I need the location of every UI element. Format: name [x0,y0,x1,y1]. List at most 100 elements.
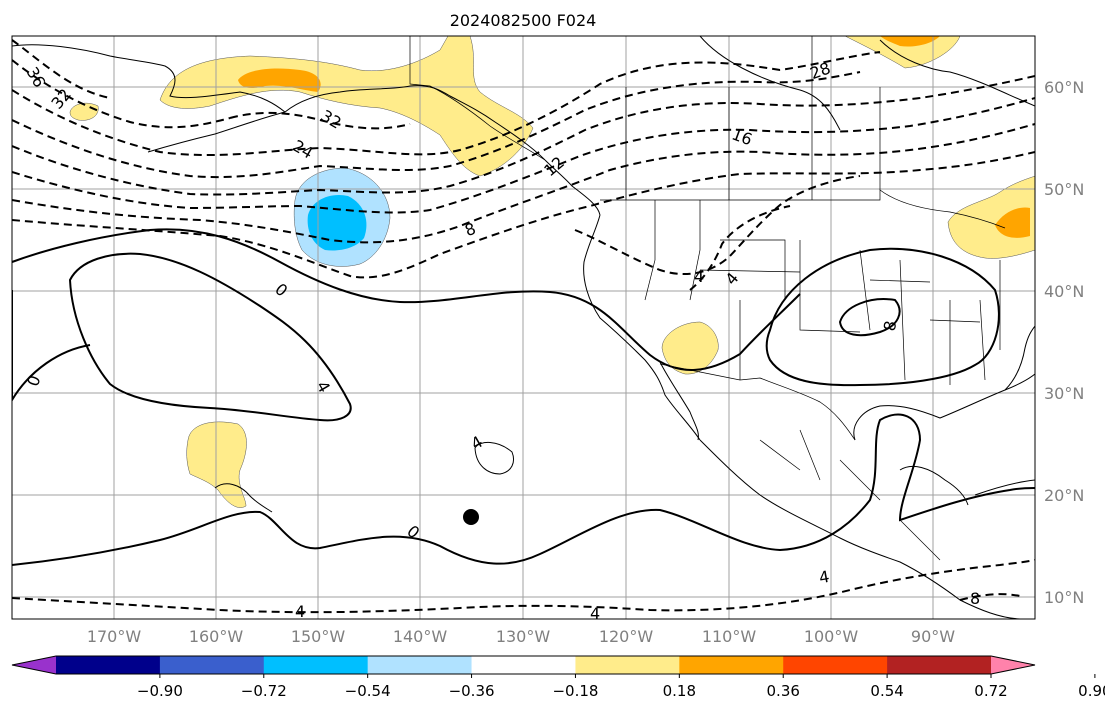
coastline-gulf [853,373,1035,441]
colorbar-segment [471,656,576,674]
contours-dashed [12,39,1035,614]
colorbar-outline [11,655,1036,675]
map-frame [11,35,1036,620]
fill-hawaii-north [186,421,247,508]
colorbar-tick-label: 0.90 [1078,682,1105,700]
colorbar-extend-low [12,656,56,674]
contour-label-8c: 8 [970,589,980,608]
colorbar-segment [263,656,369,674]
contour-20 [12,75,1035,196]
contour-12 [12,123,1035,244]
colorbar-tick-label: 0.54 [870,682,903,700]
lon-label-100w: 100°W [804,627,859,646]
contour-4-upper [574,175,861,275]
lat-label-20n: 20°N [1044,486,1084,505]
map-title: 2024082500 F024 [450,11,597,30]
lon-label-110w: 110°W [702,627,757,646]
border-canada-us [600,189,1006,229]
fill-hudson-orange [880,36,940,47]
latitude-labels: 60°N 50°N 40°N 30°N 20°N 10°N [1044,78,1084,607]
contour-label-4g: 4 [694,267,704,286]
colorbar-segment [783,656,888,674]
lat-label-30n: 30°N [1044,384,1084,403]
contour-0-mid [12,290,91,402]
border-canada-provinces [625,36,881,200]
colorbar-tick-label: 0.72 [974,682,1007,700]
gridlines [12,36,1035,619]
colorbar-tick-label: 0.18 [663,682,696,700]
fill-great-lakes [947,175,1035,259]
lon-label-120w: 120°W [599,627,654,646]
coastline-alaska-peninsula [147,111,286,153]
border-alaska-canada [409,36,546,161]
colorbar-segment [679,656,784,674]
contour-4-pacific-loop [68,252,352,422]
coastline-us-west [583,214,701,441]
lon-label-90w: 90°W [911,627,955,646]
lon-label-140w: 140°W [393,627,448,646]
colorbar-tick-label: −0.54 [345,682,391,700]
colorbar-tick-label: 0.36 [767,682,800,700]
colorbar-tick-label: −0.72 [241,682,287,700]
fill-alaska-orange [238,68,321,92]
political-borders [409,36,1006,561]
lat-label-40n: 40°N [1044,282,1084,301]
colorbar: −0.90 −0.72 −0.54 −0.36 −0.18 0.18 0.36 0.54 0.7… [11,655,1105,700]
contour-28 [12,51,881,157]
colorbar-segment [367,656,473,674]
fill-pacific-low-medium [307,194,367,251]
contour-32b [229,111,411,130]
contour-16 [12,97,1035,214]
longitude-labels: 170°W 160°W 150°W 140°W 130°W 120°W 110°… [87,627,955,646]
coastline-hawaii [214,483,273,513]
contour-label-4f: 4 [818,567,831,587]
contour-label-4e: 4 [590,604,600,623]
fill-alaska-gulf [159,36,534,177]
fill-great-lakes-orange [995,207,1030,238]
coastline-bc [544,159,601,216]
coastline-island [474,442,514,475]
colorbar-segment [575,656,680,674]
colorbar-tick-label: −0.18 [552,682,598,700]
lon-label-170w: 170°W [87,627,142,646]
contour-4-north [689,205,791,291]
border-us-states [644,200,1001,385]
fill-hudson [844,36,961,69]
coastline-florida [1004,325,1035,391]
contour-32a [12,59,231,129]
contour-4-us-loop [765,247,1000,387]
contour-24 [12,71,861,179]
colorbar-tick-label: −0.90 [137,682,183,700]
lat-label-60n: 60°N [1044,78,1084,97]
lon-label-160w: 160°W [189,627,244,646]
coastline-yucatan [899,465,969,506]
contour-36 [12,39,111,99]
contours-solid [12,228,1035,566]
positive-anomaly-fills [69,36,1035,508]
coastline-caribbean [974,479,1035,496]
contour-0-north [12,228,801,371]
contour-8-us-loop [838,298,901,337]
border-us-mexico [659,363,856,441]
lat-label-10n: 10°N [1044,588,1084,607]
map-area: 36 32 32 28 24 16 12 8 4 0 0 4 0 4 8 4 4… [12,36,1035,623]
coastline-baja [659,361,699,441]
contour-label-4d: 4 [295,602,305,621]
lon-label-130w: 130°W [496,627,551,646]
contour-8-south [959,593,1021,601]
contour-label-8b: 8 [880,319,900,332]
colorbar-extend-high [991,656,1035,674]
fill-southwest [661,321,719,375]
contour-0-south [12,413,1035,566]
contour-4-central-pacific [12,559,1035,614]
colorbar-segment [56,656,161,674]
coastline-hudson-bay [879,39,1035,107]
coastline-hudson [699,36,841,131]
colorbar-tick-label: −0.36 [449,682,495,700]
lon-label-150w: 150°W [291,627,346,646]
colorbar-segment [887,656,992,674]
lat-label-50n: 50°N [1044,180,1084,199]
border-mexico-states [759,429,941,561]
